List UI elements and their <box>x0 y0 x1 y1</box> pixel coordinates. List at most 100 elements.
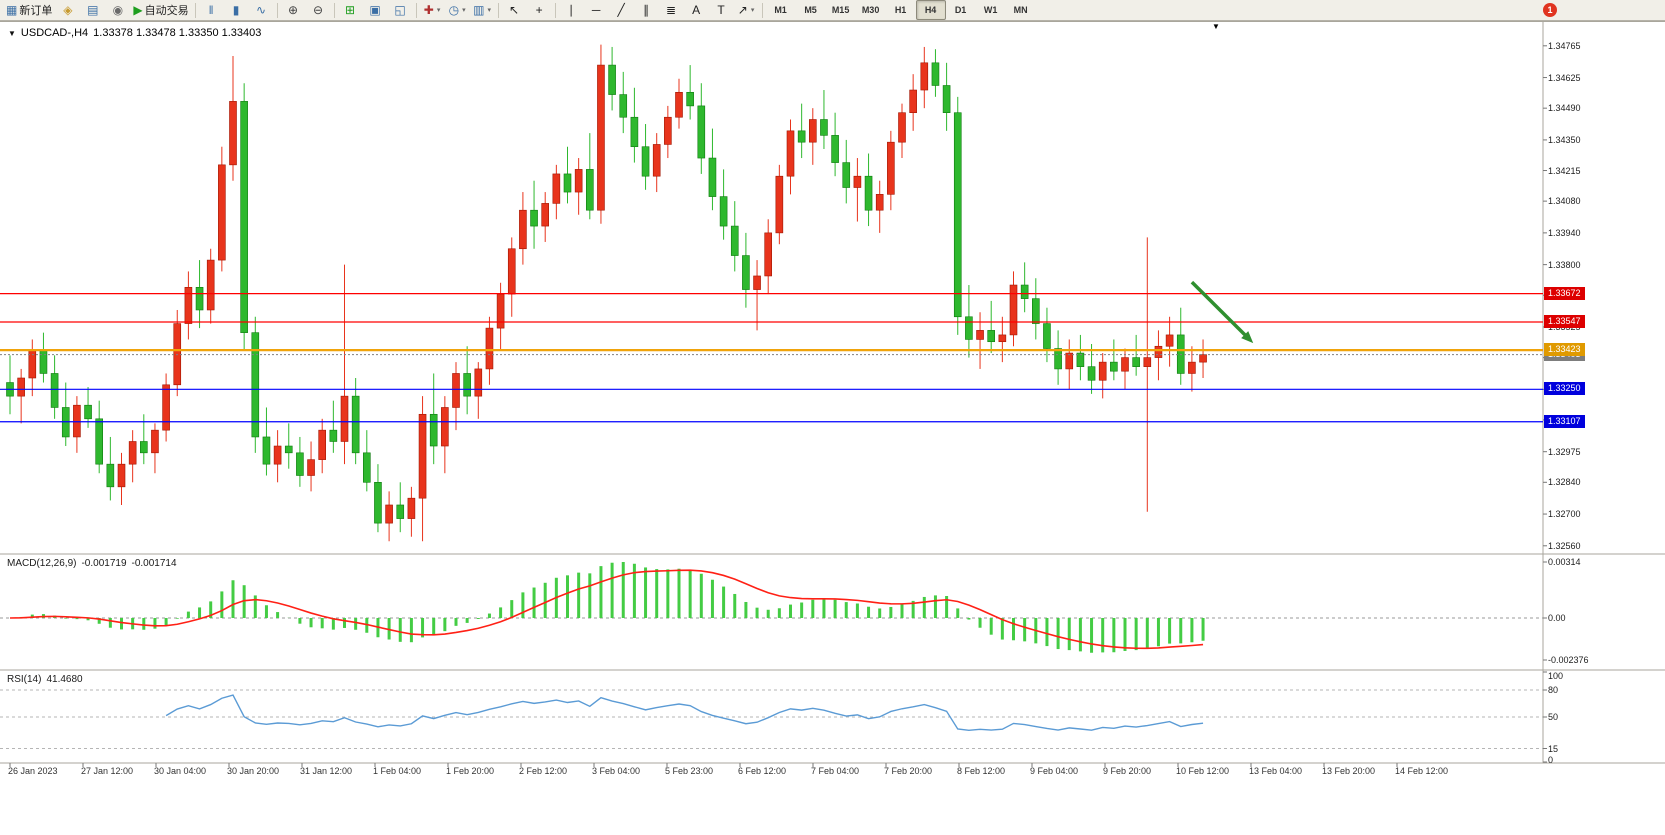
price-axis-label: 1.33940 <box>1548 227 1581 238</box>
candle-body <box>730 225 739 256</box>
vertical-line-button[interactable]: ∣ <box>559 0 584 20</box>
bar-chart-button[interactable]: ‖ <box>199 0 224 20</box>
fibonacci-button[interactable]: ≣ <box>659 0 684 20</box>
crosshair-button[interactable]: + <box>527 0 552 20</box>
add-indicator-button[interactable]: ✚ ▾ <box>420 0 445 20</box>
candle-body <box>1154 345 1163 358</box>
profiles-button[interactable]: ◈ <box>55 0 80 20</box>
tf-m1[interactable]: M1 <box>766 0 796 20</box>
candlestick-button[interactable]: ▮ <box>224 0 249 20</box>
macd-axis-label: -0.002376 <box>1548 655 1589 665</box>
candle-body <box>1054 348 1062 370</box>
tf-mn-label: MN <box>1013 5 1028 15</box>
cascade-windows-button[interactable]: ◱ <box>388 0 413 20</box>
price-axis-label: 1.34490 <box>1548 103 1581 114</box>
candle-body <box>1065 352 1074 370</box>
candle-body <box>73 404 81 438</box>
text-label-button[interactable]: T <box>709 0 734 20</box>
tf-w1[interactable]: W1 <box>976 0 1006 20</box>
equidistant-channel-button[interactable]: ∥ <box>634 0 659 20</box>
arrange-windows-button-icon: ▣ <box>369 3 381 17</box>
tf-m30[interactable]: M30 <box>856 0 886 20</box>
trendline-button[interactable]: ╱ <box>609 0 634 20</box>
arrange-windows-button[interactable]: ▣ <box>363 0 388 20</box>
tf-h4[interactable]: H4 <box>915 0 946 20</box>
macd-name: MACD(12,26,9) <box>7 558 77 569</box>
candle-body <box>262 436 271 465</box>
template-button[interactable]: ▥ ▾ <box>470 0 495 20</box>
macd-indicator-label: MACD(12,26,9) -0.001719 -0.001714 <box>7 558 177 569</box>
rsi-axis-label: 100 <box>1548 671 1564 681</box>
tf-d1-label: D1 <box>954 5 967 15</box>
candle-body <box>965 316 973 340</box>
arrows-button[interactable]: ↗ ▾ <box>734 0 759 20</box>
price-axis-label: 1.34765 <box>1548 40 1581 51</box>
candle-body <box>284 445 293 454</box>
cursor-button[interactable]: ↖ <box>502 0 527 20</box>
cascade-windows-button-icon: ◱ <box>394 3 406 17</box>
rsi-axis-label: 0 <box>1548 755 1554 765</box>
price-line-tag-1.33423: 1.33423 <box>1544 343 1585 357</box>
candle-body <box>396 504 405 519</box>
time-axis-label: 13 Feb 04:00 <box>1249 766 1303 776</box>
line-chart-button[interactable]: ∿ <box>249 0 274 20</box>
candle-body <box>50 373 59 408</box>
candle-body <box>140 441 148 454</box>
candle-body <box>206 259 215 311</box>
horizontal-line-button-icon: ─ <box>591 3 601 17</box>
period-button[interactable]: ◷ ▾ <box>445 0 470 20</box>
time-axis-label: 14 Feb 12:00 <box>1395 766 1449 776</box>
annotation-arrow-head[interactable] <box>1241 331 1254 344</box>
candle-body <box>95 418 103 465</box>
time-axis-label: 2 Feb 12:00 <box>519 766 568 776</box>
candle-body <box>831 135 839 163</box>
zoom-out-button[interactable]: ⊖ <box>306 0 331 20</box>
tf-mn[interactable]: MN <box>1006 0 1036 20</box>
price-axis-label: 1.33800 <box>1548 259 1581 270</box>
tf-h1[interactable]: H1 <box>886 0 916 20</box>
rsi-name: RSI(14) <box>7 674 42 685</box>
toolbar-separator <box>554 2 556 18</box>
collapse-icon[interactable]: ▼ <box>8 28 16 38</box>
tf-m15[interactable]: M15 <box>826 0 856 20</box>
profiles-button-icon: ◈ <box>63 3 73 17</box>
candle-body <box>1188 361 1196 374</box>
time-axis-label: 26 Jan 2023 <box>8 766 58 776</box>
annotation-arrow[interactable] <box>1190 280 1251 341</box>
candle-body <box>808 119 817 143</box>
trendline-button-icon: ╱ <box>617 3 625 17</box>
candle-body <box>1132 357 1140 367</box>
candle-body <box>976 330 984 340</box>
candle-body <box>374 482 382 524</box>
candle-body <box>429 413 438 447</box>
data-window-button[interactable]: ◉ <box>105 0 130 20</box>
candle-body <box>1199 354 1207 363</box>
notification-badge[interactable]: 1 <box>1543 3 1557 17</box>
candle-body <box>675 91 683 118</box>
candle-body <box>240 101 248 333</box>
candle-body <box>195 286 204 311</box>
chart-title: ▼ USDCAD-,H4 1.33378 1.33478 1.33350 1.3… <box>8 27 261 39</box>
new-order-button[interactable]: ▦ 新订单 <box>3 0 55 20</box>
market-watch-button[interactable]: ▤ <box>80 0 105 20</box>
zoom-in-button[interactable]: ⊕ <box>281 0 306 20</box>
time-axis-label: 1 Feb 20:00 <box>446 766 495 776</box>
candle-body <box>664 116 672 145</box>
candle-body <box>1098 361 1107 381</box>
tile-windows-button[interactable]: ⊞ <box>338 0 363 20</box>
toolbar-separator <box>415 2 417 18</box>
autotrading-button[interactable]: ▶ 自动交易 <box>130 0 191 20</box>
candle-body <box>162 384 170 431</box>
price-axis-label: 1.32560 <box>1548 540 1581 551</box>
tf-d1[interactable]: D1 <box>946 0 976 20</box>
tf-m5[interactable]: M5 <box>796 0 826 20</box>
text-button[interactable]: A <box>684 0 709 20</box>
candle-body <box>1087 366 1096 381</box>
tf-m15-label: M15 <box>831 5 850 15</box>
rsi-axis-label: 80 <box>1548 685 1559 695</box>
horizontal-line-button[interactable]: ─ <box>584 0 609 20</box>
time-axis-label: 5 Feb 23:00 <box>665 766 714 776</box>
time-axis-label: 9 Feb 20:00 <box>1103 766 1152 776</box>
